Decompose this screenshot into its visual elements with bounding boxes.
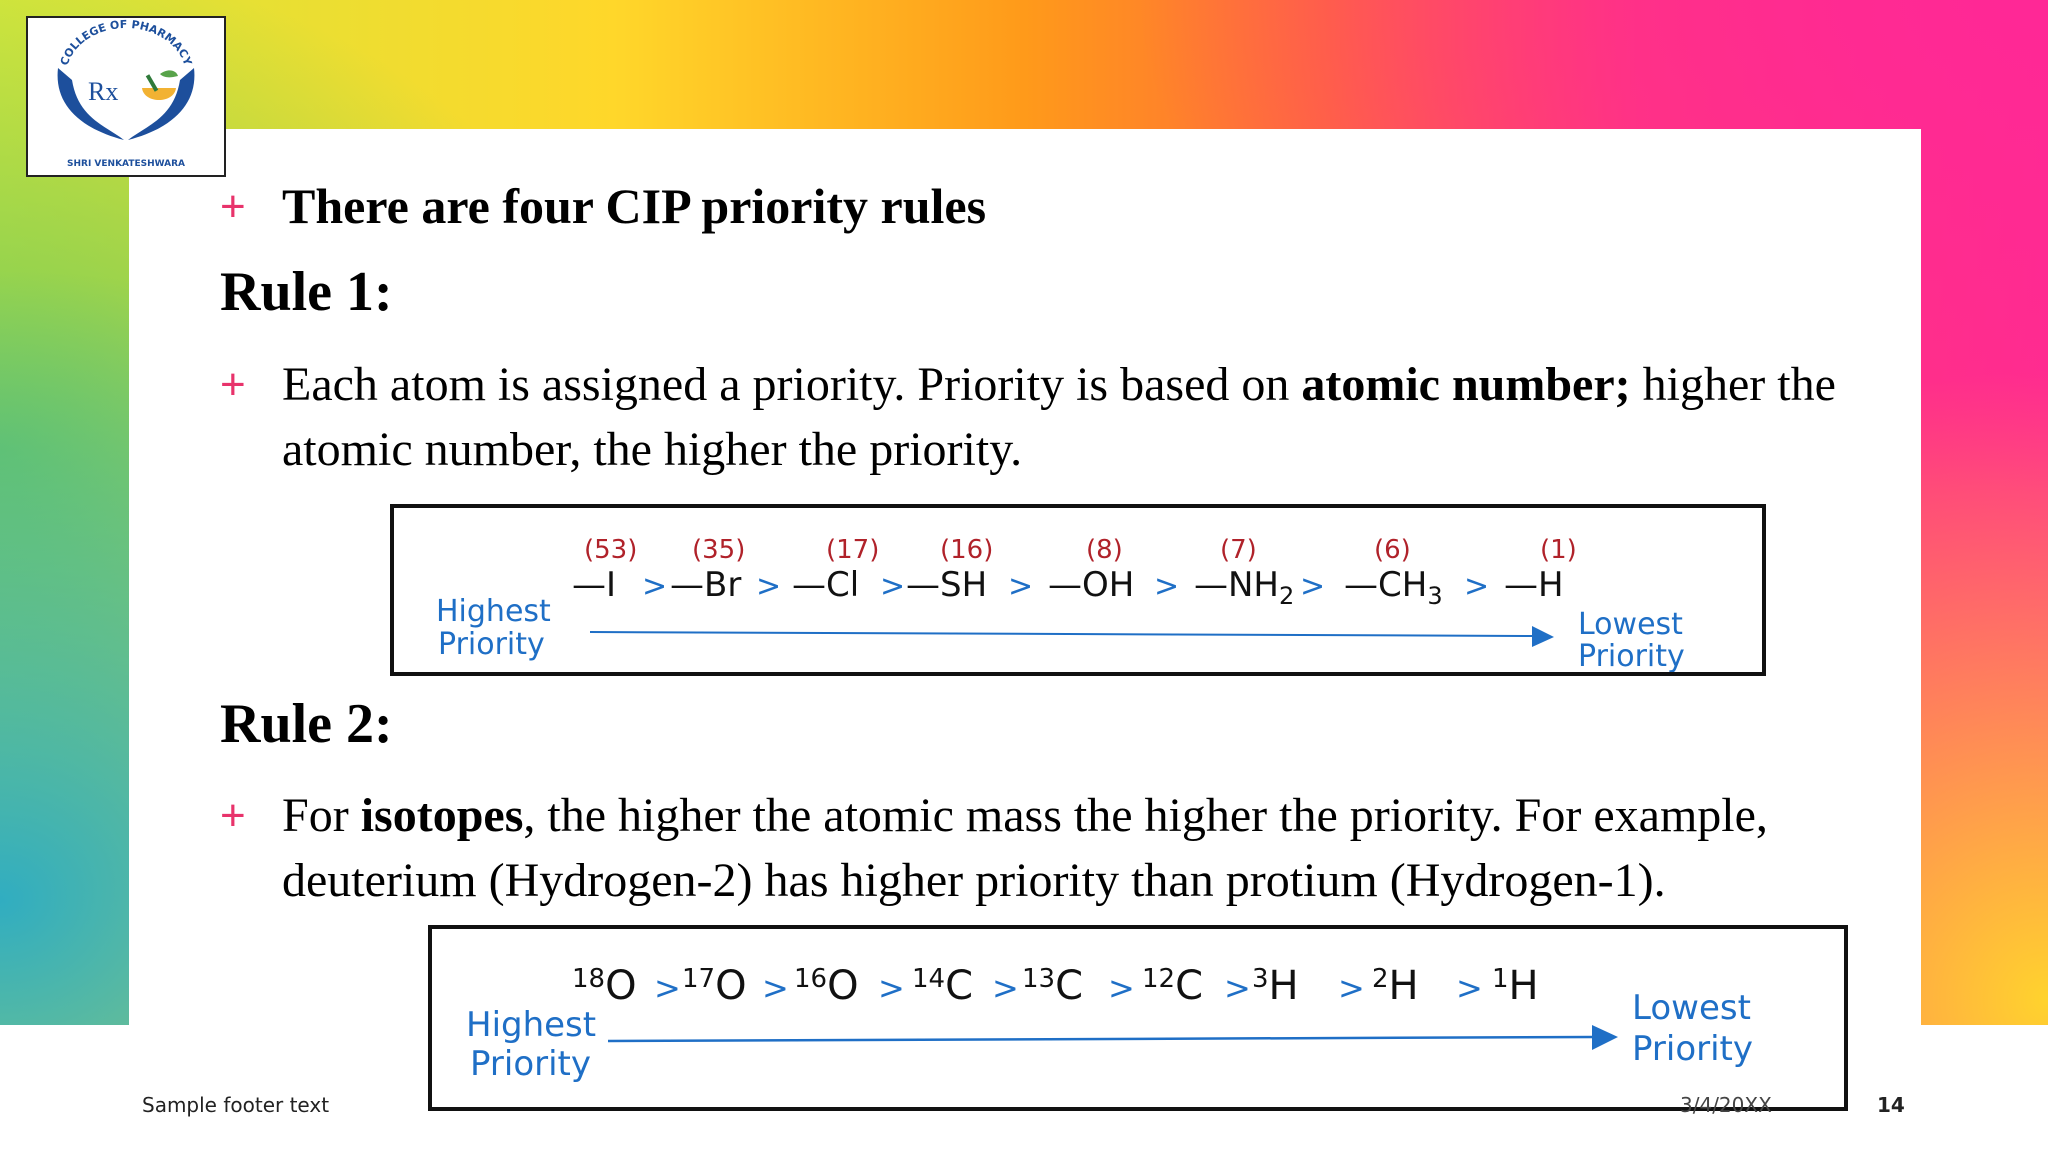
figure2-arrow-line	[607, 1035, 1595, 1043]
rule1-text: Each atom is assigned a priority. Priori…	[282, 352, 1880, 482]
figure1-lowest-label: Priority	[1578, 639, 1685, 672]
rule2-text-part: For	[282, 789, 361, 842]
atomic-number-label: (1)	[1540, 535, 1577, 565]
rule2-text-part: , the higher the atomic mass the higher …	[282, 789, 1768, 907]
isotope-symbol: 1H	[1492, 963, 1539, 1009]
figure1-sequence: (53)—I >(35)—Br >(17)—Cl >(16)—SH >(8)—OH >(7…	[572, 535, 1577, 610]
rule2-heading: Rule 2:	[220, 693, 393, 755]
atomic-number-label: (6)	[1374, 535, 1411, 565]
figure1-highest-label: Highest	[436, 594, 551, 629]
substituent-group: —I	[572, 565, 616, 605]
isotope-symbol: 16O	[794, 963, 859, 1009]
plus-bullet-icon: +	[220, 791, 246, 840]
substituent-group: —NH2	[1194, 565, 1294, 610]
substituent-group: —Br	[670, 565, 741, 605]
figure1-arrow-head-icon	[1532, 626, 1554, 647]
greater-than-sign: >	[880, 569, 905, 604]
footer-date: 3/4/20XX	[1680, 1093, 1772, 1117]
greater-than-sign: >	[878, 969, 905, 1007]
intro-text: There are four CIP priority rules	[282, 178, 987, 234]
rule2-text: For isotopes, the higher the atomic mass…	[282, 783, 1880, 913]
isotope-symbol: 12C	[1142, 963, 1203, 1009]
figure2-highest-label: Highest	[466, 1005, 596, 1045]
substituent-group: —H	[1504, 565, 1564, 605]
greater-than-sign: >	[1300, 569, 1325, 604]
greater-than-sign: >	[1108, 969, 1135, 1007]
isotope-symbol: 14C	[912, 963, 973, 1009]
logo-emblem-icon: COLLEGE OF PHARMACY Rx SHRI VENKATESHWAR…	[57, 18, 195, 169]
greater-than-sign: >	[1464, 569, 1489, 604]
atomic-number-label: (53)	[584, 535, 637, 565]
rule1-heading: Rule 1:	[220, 261, 393, 323]
substituent-group: —Cl	[792, 565, 859, 605]
bullet-intro: + There are four CIP priority rules	[220, 174, 1920, 240]
atomic-number-label: (17)	[826, 535, 879, 565]
plus-bullet-icon: +	[220, 360, 246, 409]
figure1-diagram: Highest Priority Lowest Priority (53)—I >…	[436, 535, 1685, 674]
greater-than-sign: >	[654, 969, 681, 1007]
isotope-symbol: 18O	[572, 963, 637, 1009]
figure-atomic-number-priority: Highest Priority Lowest Priority (53) —I >…	[390, 504, 1766, 676]
logo-rx-mark: Rx	[88, 77, 118, 106]
figure1-lowest-label: Lowest	[1578, 607, 1683, 642]
isotope-symbol: 13C	[1022, 963, 1083, 1009]
figure1-highest-label: Priority	[438, 627, 545, 662]
greater-than-sign: >	[1338, 969, 1365, 1007]
bullet-rule1: + Each atom is assigned a priority. Prio…	[220, 352, 1880, 482]
slide-number: 14	[1877, 1093, 1905, 1117]
figure1-arrow-line	[589, 631, 1535, 637]
greater-than-sign: >	[642, 569, 667, 604]
atomic-number-label: (7)	[1220, 535, 1257, 565]
isotope-symbol: 3H	[1252, 963, 1299, 1009]
rule1-text-bold: atomic number;	[1301, 358, 1631, 411]
rule1-text-part: higher the atomic number, the higher the…	[282, 358, 1836, 476]
figure2-sequence: 18O >17O >16O >14C >13C >12C >3H >2H >1H	[572, 963, 1539, 1009]
greater-than-sign: >	[762, 969, 789, 1007]
greater-than-sign: >	[1224, 969, 1251, 1007]
greater-than-sign: >	[1154, 569, 1179, 604]
substituent-group: —OH	[1048, 565, 1134, 605]
figure2-lowest-label: Lowest	[1632, 988, 1751, 1028]
figure-isotope-priority: Highest Priority Lowest Priority 18O >17O…	[428, 925, 1848, 1111]
logo-top-text: COLLEGE OF PHARMACY	[58, 18, 195, 68]
greater-than-sign: >	[1008, 569, 1033, 604]
figure2-arrow-head-icon	[1592, 1025, 1618, 1050]
rule2-text-bold: isotopes	[360, 789, 524, 842]
isotope-symbol: 17O	[682, 963, 747, 1009]
atomic-number-label: (8)	[1086, 535, 1123, 565]
atomic-number-label: (35)	[692, 535, 745, 565]
substituent-group: —SH	[906, 565, 987, 605]
plus-bullet-icon: +	[220, 182, 246, 231]
figure2-diagram: Highest Priority Lowest Priority 18O >17O…	[466, 963, 1753, 1084]
figure2-lowest-label: Priority	[1632, 1029, 1753, 1069]
footer-text: Sample footer text	[142, 1093, 330, 1117]
logo-bottom-text: SHRI VENKATESHWARA	[67, 159, 185, 169]
substituent-group: —CH3	[1344, 565, 1443, 610]
isotope-symbol: 2H	[1372, 963, 1419, 1009]
greater-than-sign: >	[1456, 969, 1483, 1007]
atomic-number-label: (16)	[940, 535, 993, 565]
college-logo: COLLEGE OF PHARMACY Rx SHRI VENKATESHWAR…	[26, 16, 226, 177]
bullet-rule2: + For isotopes, the higher the atomic ma…	[220, 783, 1880, 913]
greater-than-sign: >	[756, 569, 781, 604]
rule1-text-part: Each atom is assigned a priority. Priori…	[282, 358, 1302, 411]
greater-than-sign: >	[992, 969, 1019, 1007]
figure2-highest-label: Priority	[470, 1044, 591, 1084]
